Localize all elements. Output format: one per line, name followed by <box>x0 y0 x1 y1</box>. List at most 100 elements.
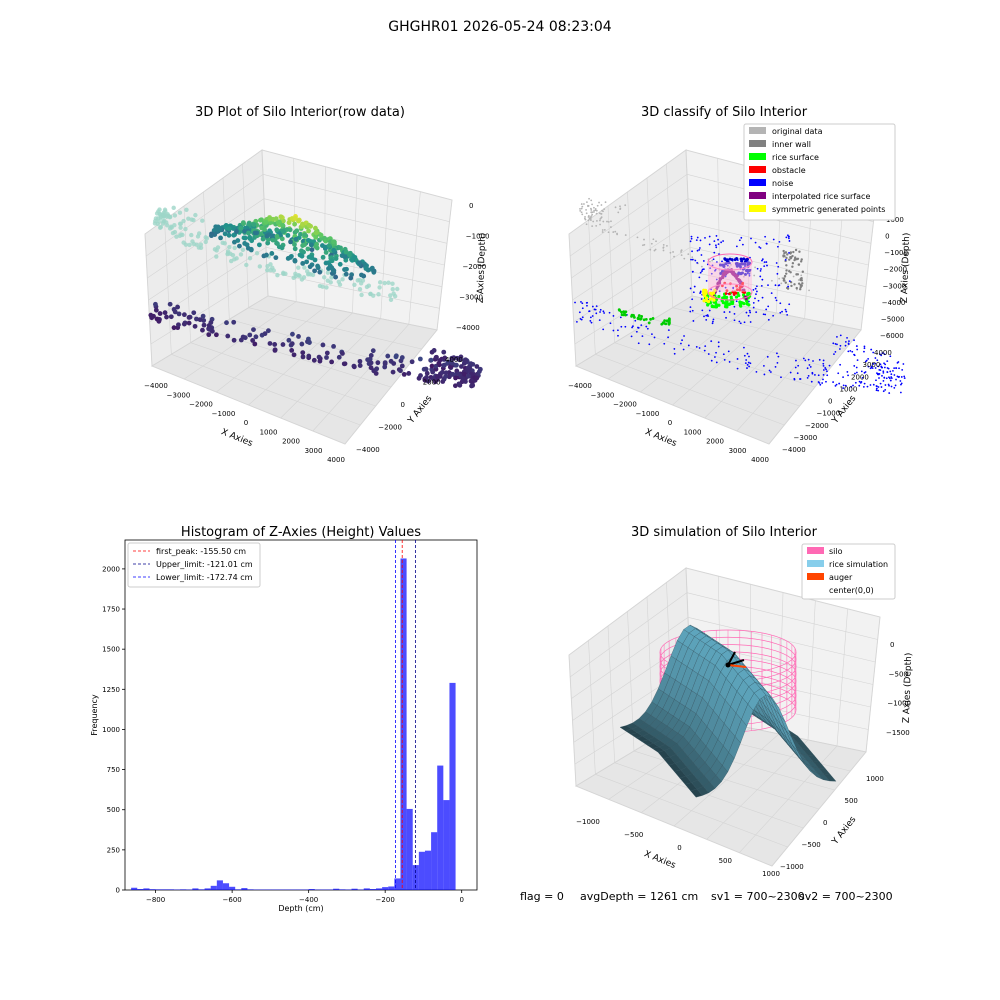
noise-point <box>640 324 643 327</box>
data-point <box>234 256 239 261</box>
panel-classify: 3D classify of Silo Interior −4000−3000−… <box>568 105 912 464</box>
data-point <box>164 314 169 320</box>
noise-point <box>748 309 751 312</box>
data-point <box>257 264 263 269</box>
noise-point <box>749 311 752 314</box>
z-tick-label: −3000 <box>883 282 907 290</box>
rice-surface-point <box>710 304 714 309</box>
data-point <box>349 257 355 263</box>
data-point <box>292 246 298 252</box>
data-point <box>231 232 237 238</box>
noise-point <box>766 355 769 358</box>
gridline <box>571 198 689 279</box>
data-point <box>242 235 248 241</box>
noise-point <box>704 236 706 239</box>
hist-bar <box>443 800 450 890</box>
rice-surface-point <box>633 315 636 319</box>
data-point <box>267 341 273 346</box>
original-point <box>598 201 600 204</box>
noise-point <box>693 285 696 288</box>
noise-point <box>726 264 729 267</box>
sim-y-ticks: 1000 500 0 −500 −1000 <box>780 775 884 871</box>
original-point <box>580 203 583 205</box>
noise-point <box>769 371 772 373</box>
noise-point <box>861 376 864 379</box>
data-point <box>292 242 297 247</box>
inner-wall-point <box>786 253 789 256</box>
interpolated-point <box>730 270 734 274</box>
noise-point <box>838 382 841 385</box>
data-point <box>309 247 315 253</box>
data-point <box>289 341 295 347</box>
noise-point <box>876 385 878 388</box>
noise-point <box>885 377 888 380</box>
inner-wall-point <box>792 250 795 254</box>
noise-point <box>776 362 779 364</box>
rice-surface-point <box>717 294 721 299</box>
data-point <box>321 275 327 280</box>
noise-point <box>759 247 762 249</box>
data-point <box>237 243 242 249</box>
data-point <box>181 312 187 318</box>
noise-point <box>828 364 831 367</box>
noise-point <box>756 267 759 270</box>
noise-point <box>680 342 682 345</box>
symmetric-point <box>712 298 716 302</box>
data-point <box>301 249 306 255</box>
hist-bar <box>204 888 211 890</box>
data-point <box>270 237 276 243</box>
inner-wall-point <box>789 256 793 260</box>
noise-point <box>708 235 711 238</box>
noise-point <box>590 321 593 324</box>
noise-point <box>691 271 694 273</box>
x-tick-label: −4000 <box>568 382 592 390</box>
noise-point <box>741 243 744 246</box>
noise-point <box>834 350 837 353</box>
data-point <box>215 245 221 250</box>
original-point <box>610 220 612 223</box>
z-tick-label: −5000 <box>881 315 905 323</box>
interpolated-point <box>735 276 739 280</box>
noise-point <box>700 254 703 256</box>
inner-wall-point <box>785 269 788 272</box>
noise-point <box>893 386 896 389</box>
status-flag: flag = 0 <box>520 890 564 903</box>
data-point <box>302 242 307 248</box>
rice-surface-point <box>734 295 739 299</box>
noise-point <box>786 313 789 316</box>
noise-point <box>691 258 694 261</box>
inner-wall-point <box>785 256 788 260</box>
data-point <box>274 227 280 233</box>
data-point <box>226 226 232 232</box>
data-point <box>320 243 325 248</box>
data-point <box>172 223 177 228</box>
inner-wall-point <box>790 284 793 288</box>
x-tick-label: −400 <box>299 896 318 904</box>
rice-surface-point <box>742 302 746 306</box>
noise-point <box>786 234 789 237</box>
data-point <box>224 320 229 326</box>
noise-point <box>701 309 704 312</box>
data-point <box>162 310 168 316</box>
noise-point <box>879 363 882 366</box>
original-point <box>700 265 703 268</box>
data-point <box>275 272 280 278</box>
data-point <box>153 301 158 307</box>
original-point <box>808 289 810 292</box>
noise-point <box>723 311 726 313</box>
obstacle-point <box>741 290 745 294</box>
noise-point <box>698 247 701 249</box>
gridline <box>263 198 448 244</box>
noise-point <box>727 350 730 353</box>
x-tick-label: −2000 <box>189 401 213 409</box>
noise-point <box>752 306 755 309</box>
noise-point <box>690 237 693 240</box>
rice-surface-point <box>622 313 625 317</box>
data-point <box>333 274 339 280</box>
noise-point <box>713 251 716 254</box>
data-point <box>340 351 345 356</box>
noise-point <box>874 362 877 365</box>
original-point <box>595 212 598 215</box>
data-point <box>186 320 192 326</box>
data-point <box>296 265 301 270</box>
